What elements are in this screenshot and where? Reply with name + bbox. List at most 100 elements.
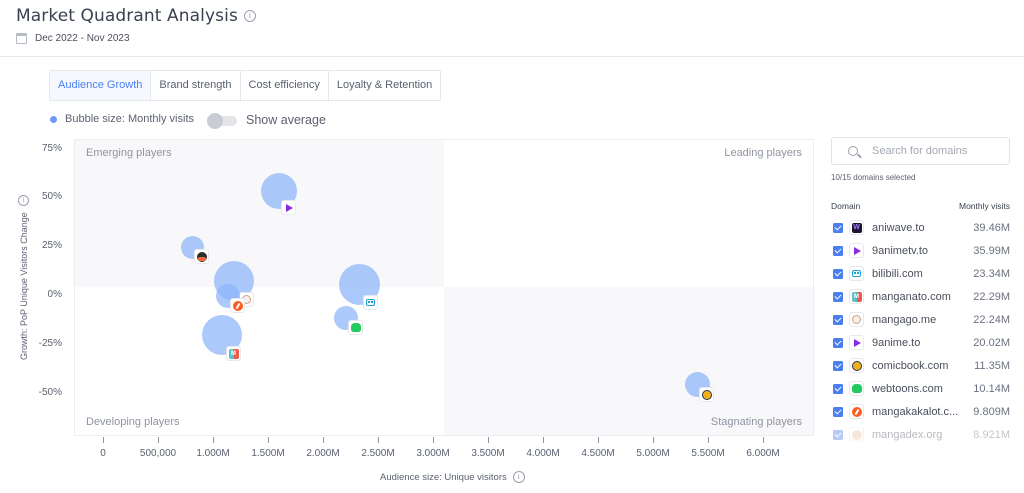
domain-visits: 23.34M xyxy=(973,267,1010,280)
domain-row-mangakakalot[interactable]: mangakakalot.c... 9.809M xyxy=(831,400,1010,423)
manganato-icon: M xyxy=(228,348,239,359)
domain-list-header: Domain Monthly visits xyxy=(831,201,1010,211)
mangago-icon xyxy=(849,312,864,327)
y-tick: 50% xyxy=(41,191,62,202)
domain-checkbox[interactable] xyxy=(833,337,843,348)
x-tick-label: 5.000M xyxy=(636,448,670,459)
x-tick-mark xyxy=(158,437,159,443)
domain-row-mangago[interactable]: mangago.me 22.24M xyxy=(831,308,1010,331)
play-icon xyxy=(286,203,293,212)
x-tick-mark xyxy=(213,437,214,443)
domain-row-bilibili[interactable]: bilibili.com 23.34M xyxy=(831,262,1010,285)
domain-visits: 9.809M xyxy=(973,405,1010,418)
domain-checkbox[interactable] xyxy=(833,406,843,417)
search-input[interactable] xyxy=(872,145,1002,157)
info-icon[interactable]: i xyxy=(243,10,256,22)
domain-row-webtoons[interactable]: webtoons.com 10.14M xyxy=(831,377,1010,400)
domain-checkbox[interactable] xyxy=(833,360,843,371)
domain-name: mangakakalot.c... xyxy=(872,405,959,418)
bubble-badge-bilibili[interactable] xyxy=(363,295,378,310)
domain-checkbox[interactable] xyxy=(833,268,843,279)
search-icon xyxy=(848,146,858,156)
bubble-badge-webtoons[interactable] xyxy=(348,320,363,335)
bubble-size-label: Bubble size: Monthly visits xyxy=(65,113,194,125)
y-tick: 25% xyxy=(41,240,62,251)
domain-name: comicbook.com xyxy=(872,359,949,372)
tab-cost-efficiency[interactable]: Cost efficiency xyxy=(240,71,329,100)
mangakakalot-icon xyxy=(232,300,243,311)
quadrant-label-stagnating: Stagnating players xyxy=(710,416,802,428)
bubble-badge-9animetv[interactable] xyxy=(281,200,296,215)
play-icon xyxy=(849,335,864,350)
domain-row-9anime[interactable]: 9anime.to 20.02M xyxy=(831,331,1010,354)
quadrant-label-emerging: Emerging players xyxy=(86,147,172,159)
manganato-icon: M xyxy=(849,289,864,304)
x-axis-title: Audience size: Unique visitors i xyxy=(380,471,525,483)
domain-checkbox[interactable] xyxy=(833,383,843,394)
tab-brand-strength[interactable]: Brand strength xyxy=(151,71,241,100)
domain-row-comicbook[interactable]: comicbook.com 11.35M xyxy=(831,354,1010,377)
x-tick-label: 500,000 xyxy=(139,448,177,459)
domain-checkbox[interactable] xyxy=(833,291,843,302)
tab-loyalty-retention[interactable]: Loyalty & Retention xyxy=(328,71,441,100)
page-title: Market Quadrant Analysis i xyxy=(16,6,256,26)
site-icon xyxy=(196,251,207,262)
x-tick-mark xyxy=(598,437,599,443)
metric-tabs: Audience Growth Brand strength Cost effi… xyxy=(49,70,442,101)
show-average-toggle[interactable] xyxy=(207,113,237,129)
domain-row-9animetv[interactable]: 9animetv.to 35.99M xyxy=(831,239,1010,262)
play-icon xyxy=(849,243,864,258)
quadrant-stagnating xyxy=(444,287,813,435)
domain-checkbox[interactable] xyxy=(833,314,843,325)
domain-row-manganato[interactable]: M manganato.com 22.29M xyxy=(831,285,1010,308)
domain-visits: 11.35M xyxy=(974,359,1010,372)
domain-name: 9anime.to xyxy=(872,336,921,349)
x-tick-mark xyxy=(653,437,654,443)
quadrant-label-developing: Developing players xyxy=(86,416,180,428)
y-tick: -50% xyxy=(38,387,62,398)
quadrant-chart: Emerging players Leading players Develop… xyxy=(74,139,814,436)
page-header: Market Quadrant Analysis i Dec 2022 - Nov… xyxy=(0,0,1024,57)
col-domain[interactable]: Domain xyxy=(831,201,861,211)
x-tick-mark xyxy=(378,437,379,443)
domain-visits: 22.24M xyxy=(973,313,1010,326)
domain-search[interactable] xyxy=(831,137,1010,165)
quadrant-label-leading: Leading players xyxy=(724,147,802,159)
aniwave-icon: W xyxy=(849,220,864,235)
x-tick-label: 4.000M xyxy=(526,448,560,459)
x-tick-label: 1.000M xyxy=(196,448,230,459)
bubble-badge-dark[interactable] xyxy=(194,249,209,264)
comicbook-icon xyxy=(849,358,864,373)
tab-audience-growth[interactable]: Audience Growth xyxy=(50,71,152,100)
domain-visits: 22.29M xyxy=(973,290,1010,303)
domain-checkbox[interactable] xyxy=(833,429,843,440)
toggle-track xyxy=(213,116,237,126)
bubble-badge-mangakakalot[interactable] xyxy=(230,298,245,313)
bubble-badge-comicbook[interactable] xyxy=(699,387,714,402)
webtoons-icon xyxy=(849,381,864,396)
x-tick-mark xyxy=(323,437,324,443)
mangakakalot-icon xyxy=(849,404,864,419)
domain-visits: 20.02M xyxy=(973,336,1010,349)
domain-row-mangadex[interactable]: mangadex.org 8.921M xyxy=(831,423,1010,446)
y-tick: -25% xyxy=(38,338,62,349)
date-range[interactable]: Dec 2022 - Nov 2023 xyxy=(16,33,130,44)
domain-visits: 35.99M xyxy=(973,244,1010,257)
col-monthly-visits[interactable]: Monthly visits xyxy=(958,201,1010,211)
x-tick-mark xyxy=(708,437,709,443)
bubble-badge-manganato[interactable]: M xyxy=(226,346,241,361)
domain-visits: 8.921M xyxy=(973,428,1010,441)
bubble-legend: Bubble size: Monthly visits xyxy=(50,113,194,125)
page-title-text: Market Quadrant Analysis xyxy=(16,6,238,26)
domain-row-aniwave[interactable]: W aniwave.to 39.46M xyxy=(831,216,1010,239)
x-axis-info-icon[interactable]: i xyxy=(512,471,525,483)
quadrant-leading xyxy=(444,140,813,287)
domain-checkbox[interactable] xyxy=(833,222,843,233)
domain-name: manganato.com xyxy=(872,290,951,303)
x-tick-label: 3.000M xyxy=(416,448,450,459)
domain-name: aniwave.to xyxy=(872,221,925,234)
x-tick-mark xyxy=(103,437,104,443)
domain-visits: 10.14M xyxy=(973,382,1010,395)
domain-checkbox[interactable] xyxy=(833,245,843,256)
x-tick-label: 1.500M xyxy=(251,448,285,459)
